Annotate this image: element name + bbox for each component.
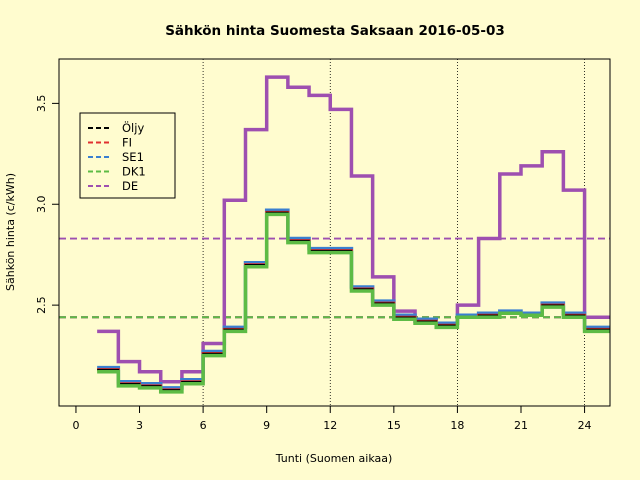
x-tick-label: 24 (578, 419, 592, 432)
x-tick-label: 0 (72, 419, 79, 432)
x-tick-label: 3 (136, 419, 143, 432)
x-tick-label: 12 (323, 419, 337, 432)
legend-label: Öljy (122, 119, 144, 135)
y-axis-title: Sähkön hinta (c/kWh) (4, 173, 17, 291)
x-tick-label: 18 (450, 419, 464, 432)
y-tick-label: 3.0 (35, 196, 48, 214)
y-axis: 2.5 3.0 3.5 (35, 95, 59, 314)
legend-label: FI (122, 136, 132, 150)
legend-label: SE1 (122, 150, 144, 164)
series-de (97, 75, 610, 384)
x-axis: 0 3 6 9 12 15 18 21 24 (72, 406, 592, 432)
plot-area (59, 59, 610, 406)
y-tick-label: 2.5 (35, 296, 48, 314)
legend-box (79, 112, 176, 199)
x-tick-label: 21 (514, 419, 528, 432)
legend-label: DK1 (122, 165, 146, 179)
legend-label: DE (122, 179, 138, 193)
x-tick-label: 6 (200, 419, 207, 432)
y-tick-label: 3.5 (35, 95, 48, 113)
x-tick-label: 9 (263, 419, 270, 432)
x-tick-label: 15 (387, 419, 401, 432)
series-dk1 (97, 212, 610, 394)
chart-title: Sähkön hinta Suomesta Saksaan 2016-05-03 (165, 23, 505, 39)
plot-frame (58, 58, 611, 407)
series-se1 (97, 208, 610, 390)
x-axis-title: Tunti (Suomen aikaa) (275, 452, 393, 465)
